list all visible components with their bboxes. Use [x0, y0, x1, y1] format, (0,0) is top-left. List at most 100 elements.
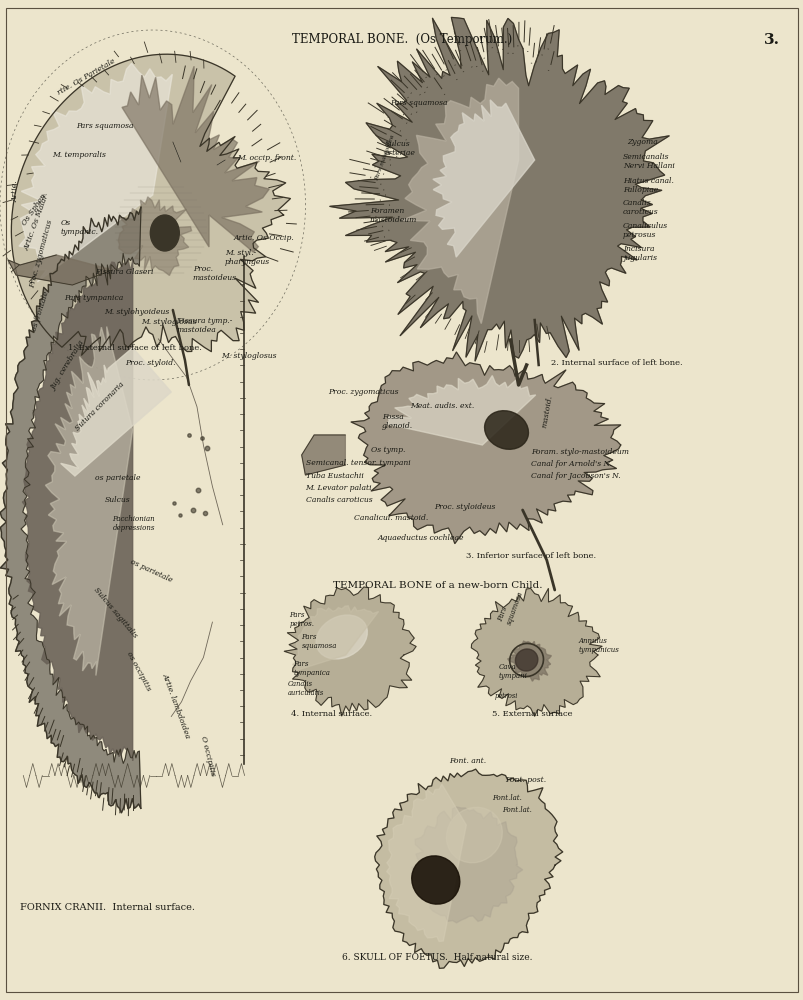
Text: Foramen
mastoideum: Foramen mastoideum: [369, 207, 417, 224]
Text: Aquaeductus cochleae: Aquaeductus cochleae: [377, 534, 464, 542]
Text: Proc. zygomaticus: Proc. zygomaticus: [28, 219, 54, 289]
Text: Semicanal. tensor. tympani: Semicanal. tensor. tympani: [305, 459, 410, 467]
Ellipse shape: [316, 615, 367, 659]
Text: Sulcus
arteriae: Sulcus arteriae: [384, 140, 414, 157]
Text: Semicanalis
Nervi Hallani: Semicanalis Nervi Hallani: [622, 153, 675, 170]
Polygon shape: [301, 435, 345, 475]
Polygon shape: [22, 259, 132, 761]
Text: Annulus
tympanicus: Annulus tympanicus: [578, 637, 619, 654]
Text: M. temporalis: M. temporalis: [52, 151, 106, 159]
Polygon shape: [387, 376, 535, 445]
Text: os frontale: os frontale: [31, 290, 51, 332]
Text: Font. ant.: Font. ant.: [448, 757, 485, 765]
Text: Font.lat.: Font.lat.: [491, 794, 521, 802]
Polygon shape: [329, 17, 668, 361]
Text: Pacchionian
depressions: Pacchionian depressions: [112, 515, 155, 532]
Text: Artic. Os Malar: Artic. Os Malar: [22, 194, 51, 252]
Polygon shape: [386, 784, 466, 941]
Ellipse shape: [515, 649, 537, 671]
Polygon shape: [351, 352, 620, 544]
Text: Cava
tympani: Cava tympani: [498, 663, 527, 680]
Polygon shape: [8, 255, 112, 285]
Text: Fissura Glaseri: Fissura Glaseri: [95, 268, 153, 276]
Polygon shape: [471, 588, 601, 716]
Text: M. styl.-
pharyngeus: M. styl.- pharyngeus: [225, 249, 270, 266]
Circle shape: [150, 215, 179, 251]
Point: [195, 430, 208, 446]
Text: Zygoma: Zygoma: [626, 138, 657, 146]
Text: Font. post.: Font. post.: [504, 776, 545, 784]
Polygon shape: [292, 606, 378, 671]
Point: [191, 482, 204, 498]
Text: Fossa
glenoid.: Fossa glenoid.: [381, 413, 413, 430]
Polygon shape: [45, 327, 132, 676]
Point: [182, 427, 195, 443]
Text: Foram. stylo-mastoideum: Foram. stylo-mastoideum: [530, 448, 628, 456]
Text: TEMPORAL BONE.  (Os Temporum.): TEMPORAL BONE. (Os Temporum.): [291, 33, 512, 46]
Text: os parietale: os parietale: [95, 474, 141, 482]
Text: Pars squamosa: Pars squamosa: [76, 122, 134, 130]
Text: Pars tympanica: Pars tympanica: [64, 294, 124, 302]
Text: M. styloglosus: M. styloglosus: [141, 318, 196, 326]
Text: Jug. cerebralia: Jug. cerebralia: [50, 340, 87, 392]
Text: Proc.
mastoideus: Proc. mastoideus: [193, 265, 237, 282]
Text: M. styloglosus: M. styloglosus: [221, 352, 276, 360]
Text: 4. Internal surface.: 4. Internal surface.: [291, 710, 372, 718]
Text: Sutura coronaria: Sutura coronaria: [74, 380, 126, 432]
Text: 1. External surface of left bone.: 1. External surface of left bone.: [68, 344, 202, 352]
Text: Artie. lambdoidea: Artie. lambdoidea: [161, 672, 192, 740]
Ellipse shape: [446, 807, 502, 863]
Text: Canal for Jacobson's N.: Canal for Jacobson's N.: [530, 472, 619, 480]
Text: Sulcus sagittalis: Sulcus sagittalis: [92, 586, 139, 640]
Text: Meat. audis. ext.: Meat. audis. ext.: [410, 402, 474, 410]
Text: Artic. Os Occip.: Artic. Os Occip.: [233, 234, 294, 242]
Polygon shape: [507, 641, 551, 681]
Polygon shape: [118, 197, 191, 276]
Text: Sulcus: Sulcus: [104, 496, 130, 504]
Text: Pars
tympanica: Pars tympanica: [293, 660, 330, 677]
Text: 5. External surface: 5. External surface: [491, 710, 572, 718]
Polygon shape: [19, 63, 172, 282]
Text: Hiatus canal.
Fallopiae: Hiatus canal. Fallopiae: [622, 177, 673, 194]
Text: Proc. zygomaticus: Proc. zygomaticus: [328, 388, 398, 396]
Text: Os Sphen.: Os Sphen.: [20, 190, 49, 227]
Text: M. Levator palati: M. Levator palati: [305, 484, 372, 492]
Text: Canalis caroticus: Canalis caroticus: [305, 496, 372, 504]
Point: [173, 507, 186, 523]
Text: petrosi: petrosi: [494, 692, 517, 700]
Text: Os
tympanic.: Os tympanic.: [60, 219, 98, 236]
Polygon shape: [11, 54, 290, 355]
Text: Canalicul. mastoid.: Canalicul. mastoid.: [353, 514, 427, 522]
Text: M. occip. front.: M. occip. front.: [237, 154, 296, 162]
Text: Tuba Eustachii: Tuba Eustachii: [305, 472, 363, 480]
Point: [167, 495, 180, 511]
Point: [201, 440, 214, 456]
Text: Canaliculus
petrosus: Canaliculus petrosus: [622, 222, 667, 239]
Text: Incisura
jugularis: Incisura jugularis: [622, 245, 656, 262]
Text: Canal for Arnold's N.: Canal for Arnold's N.: [530, 460, 611, 468]
Ellipse shape: [484, 411, 528, 449]
Text: Pars squamosa: Pars squamosa: [389, 99, 447, 107]
Text: Proc. styloid.: Proc. styloid.: [124, 359, 175, 367]
Text: Pars
squamosa: Pars squamosa: [301, 633, 336, 650]
Polygon shape: [402, 78, 518, 324]
Polygon shape: [432, 100, 534, 257]
Ellipse shape: [411, 856, 459, 904]
Text: 3.: 3.: [763, 33, 779, 47]
Text: TEMPORAL BONE of a new-born Child.: TEMPORAL BONE of a new-born Child.: [333, 580, 542, 589]
Text: 6. SKULL OF FOETUS.  Half natural size.: 6. SKULL OF FOETUS. Half natural size.: [341, 954, 532, 962]
Polygon shape: [411, 807, 522, 923]
Polygon shape: [122, 66, 269, 252]
Text: Os tymp.: Os tymp.: [371, 446, 406, 454]
Polygon shape: [0, 207, 141, 813]
Point: [186, 502, 199, 518]
Text: Pars mastoidea: Pars mastoidea: [373, 134, 395, 181]
Text: Proc. styloideus: Proc. styloideus: [434, 503, 495, 511]
Text: Fissura tymp.-
mastoidea: Fissura tymp.- mastoidea: [177, 317, 232, 334]
Text: FORNIX CRANII.  Internal surface.: FORNIX CRANII. Internal surface.: [20, 904, 195, 912]
Point: [198, 505, 211, 521]
Text: Pars
petros.: Pars petros.: [289, 611, 314, 628]
Text: O occipitis: O occipitis: [199, 735, 217, 777]
Text: Pars
squamosa: Pars squamosa: [496, 587, 524, 626]
Text: os parietale: os parietale: [128, 558, 173, 584]
